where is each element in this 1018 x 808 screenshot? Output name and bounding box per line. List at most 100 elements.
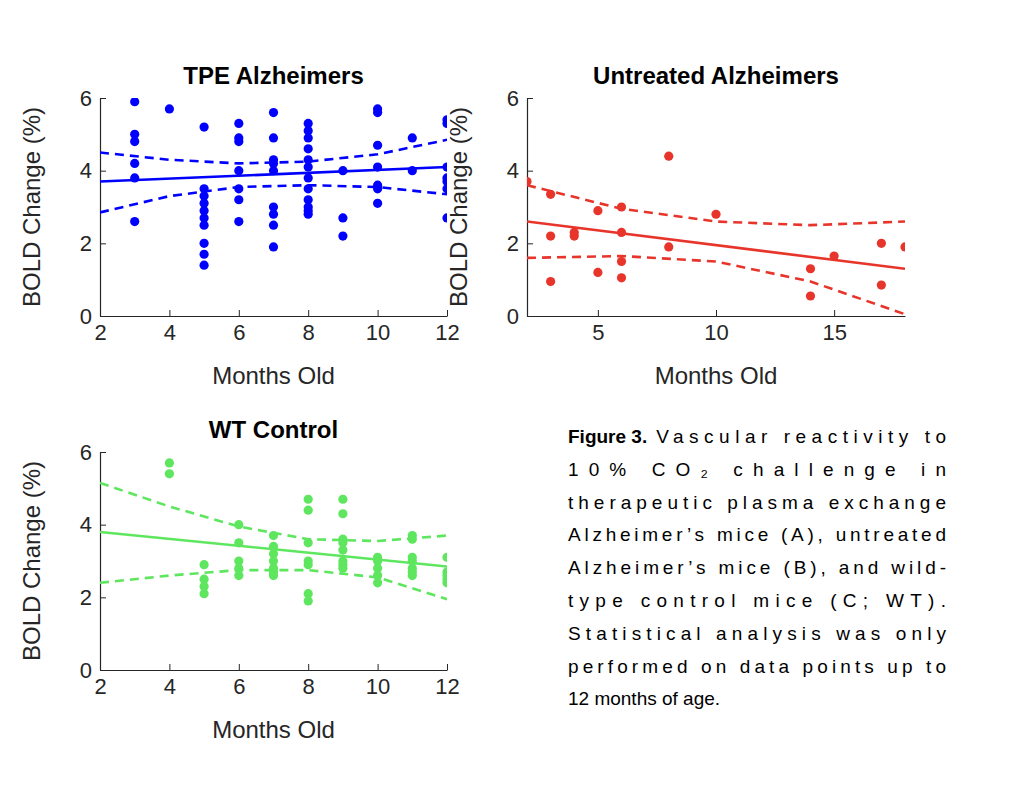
- point: [338, 509, 347, 518]
- background: [0, 0, 1018, 808]
- point: [338, 495, 347, 504]
- x-tick: 8: [303, 310, 315, 345]
- caption-line: therapeutic plasma exchange: [568, 492, 946, 513]
- point: [373, 184, 382, 193]
- x-tick-mark: [308, 310, 309, 316]
- x-tick: 4: [164, 310, 176, 345]
- caption-line: Alzheimer’s mice (A), untreated: [568, 524, 946, 545]
- y-axis: 0246: [80, 440, 106, 683]
- x-tick-mark: [447, 664, 448, 670]
- x-tick-mark: [308, 664, 309, 670]
- point: [442, 553, 447, 562]
- y-axis-line: [100, 453, 101, 671]
- x-tick-mark: [378, 310, 379, 316]
- confidence-line: [100, 185, 447, 212]
- point: [304, 173, 313, 182]
- fit-line: [527, 222, 905, 269]
- x-axis: 5 10 15: [528, 310, 906, 345]
- caption: Figure 3.Vascular reactivity to10% CO₂ c…: [568, 426, 947, 709]
- point: [234, 137, 243, 146]
- y-tick-label: 0: [80, 658, 92, 683]
- point: [900, 242, 905, 251]
- plot-marks: [100, 98, 447, 270]
- x-tick: 15: [822, 310, 846, 345]
- y-tick-mark: [527, 243, 533, 244]
- caption-line: type control mice (C; WT).: [568, 590, 946, 611]
- x-axis-line: [101, 316, 448, 317]
- point: [130, 137, 139, 146]
- y-axis-line: [100, 99, 101, 317]
- y-tick-mark: [100, 98, 106, 99]
- point: [269, 571, 278, 580]
- point: [200, 221, 209, 230]
- scatter-series: [130, 98, 447, 270]
- x-tick-label: 10: [704, 320, 728, 345]
- point: [234, 217, 243, 226]
- y-tick-mark: [100, 452, 106, 453]
- point: [165, 104, 174, 113]
- y-tick: 2: [80, 585, 106, 610]
- y-tick-label: 0: [507, 304, 519, 329]
- point: [373, 199, 382, 208]
- x-tick: 12: [435, 664, 459, 699]
- point: [338, 231, 347, 240]
- x-tick-mark: [598, 310, 599, 316]
- y-tick-label: 4: [80, 512, 92, 537]
- y-tick-mark: [100, 171, 106, 172]
- y-axis: 0246: [80, 86, 106, 329]
- point: [200, 250, 209, 259]
- x-tick-label: 4: [164, 320, 176, 345]
- x-tick-label: 2: [94, 674, 106, 699]
- caption-line: Vascular reactivity to: [656, 426, 946, 447]
- point: [593, 206, 602, 215]
- x-tick: 6: [233, 310, 245, 345]
- point: [234, 119, 243, 128]
- point: [234, 195, 243, 204]
- y-tick-mark: [100, 243, 106, 244]
- x-tick: 10: [704, 310, 728, 345]
- fit-line: [100, 167, 447, 182]
- caption-line: performed on data points up to: [568, 656, 946, 677]
- point: [234, 571, 243, 580]
- x-tick-label: 8: [303, 320, 315, 345]
- point: [130, 159, 139, 168]
- chart-title: WT Control: [209, 416, 338, 443]
- point: [546, 231, 555, 240]
- x-tick-mark: [239, 310, 240, 316]
- x-tick-mark: [378, 664, 379, 670]
- point: [304, 162, 313, 171]
- x-tick-label: 10: [366, 320, 390, 345]
- x-tick: 4: [164, 664, 176, 699]
- point: [408, 133, 417, 142]
- panel: 246810120246WT ControlMonths OldBOLD Cha…: [18, 416, 460, 743]
- plot-marks: [527, 152, 905, 315]
- point: [200, 560, 209, 569]
- x-tick-label: 5: [592, 320, 604, 345]
- point: [269, 221, 278, 230]
- point: [200, 122, 209, 131]
- point: [304, 560, 313, 569]
- point: [304, 133, 313, 142]
- point: [664, 152, 673, 161]
- x-tick: 5: [592, 310, 604, 345]
- point: [617, 273, 626, 282]
- confidence-line: [527, 185, 905, 225]
- point: [234, 166, 243, 175]
- point: [269, 133, 278, 142]
- point: [200, 589, 209, 598]
- point: [304, 144, 313, 153]
- confidence-line: [100, 570, 447, 599]
- x-tick: 8: [303, 664, 315, 699]
- point: [373, 141, 382, 150]
- x-tick: 12: [435, 310, 459, 345]
- point: [304, 596, 313, 605]
- y-tick-label: 2: [80, 585, 92, 610]
- point: [269, 242, 278, 251]
- y-tick-label: 0: [80, 304, 92, 329]
- point: [664, 242, 673, 251]
- x-tick-mark: [716, 310, 717, 316]
- x-tick: 6: [233, 664, 245, 699]
- point: [269, 210, 278, 219]
- caption-line: Alzheimer’s mice (B), and wild-: [568, 557, 946, 578]
- point: [373, 108, 382, 117]
